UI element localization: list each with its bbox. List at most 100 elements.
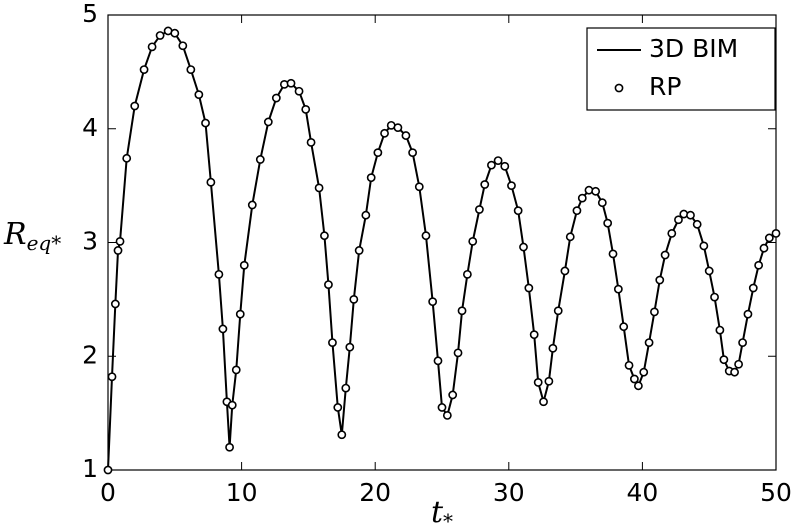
data-point [539, 397, 548, 407]
data-point [178, 41, 188, 51]
data-point [306, 137, 316, 147]
data-point [433, 356, 443, 366]
legend-label: RP [649, 72, 681, 101]
data-point [421, 231, 431, 241]
data-point [655, 275, 665, 285]
x-tick-label: 50 [760, 478, 792, 507]
data-point [314, 183, 324, 193]
data-point [113, 246, 123, 255]
y-tick-label: 4 [82, 113, 98, 142]
data-point [373, 148, 383, 158]
data-point [263, 117, 273, 127]
data-point [286, 78, 296, 88]
data-point [271, 93, 281, 103]
data-point [553, 306, 563, 316]
data-point [704, 266, 714, 276]
x-tick-label: 30 [493, 478, 525, 507]
data-point [633, 381, 643, 391]
data-point [227, 400, 237, 410]
data-point [500, 161, 510, 171]
data-point [130, 101, 140, 111]
data-point [748, 283, 758, 293]
x-tick-label: 40 [626, 478, 658, 507]
data-point [401, 131, 411, 140]
x-label-sub: * [443, 509, 453, 528]
data-point [393, 123, 403, 133]
data-point [231, 365, 241, 375]
x-tick-label: 20 [359, 478, 391, 507]
data-point [715, 325, 725, 335]
data-point [699, 241, 709, 251]
data-point [194, 90, 204, 100]
data-point [328, 338, 337, 347]
data-point [603, 218, 613, 228]
data-point [201, 118, 210, 128]
data-point [764, 233, 774, 243]
data-point [218, 324, 228, 334]
data-point [457, 306, 467, 316]
legend-swatch [614, 83, 624, 93]
data-point [214, 269, 224, 279]
data-point [408, 148, 418, 158]
data-point [619, 322, 629, 332]
x-tick-label: 10 [226, 478, 258, 507]
data-point [597, 198, 607, 208]
data-point [475, 205, 484, 214]
legend-box [586, 27, 776, 111]
data-point [624, 360, 634, 370]
data-point [462, 269, 472, 279]
data-point [122, 153, 132, 163]
data-point [519, 242, 528, 252]
data-point [719, 355, 729, 365]
data-point [686, 210, 695, 220]
data-point [139, 65, 149, 74]
data-point [437, 403, 447, 412]
data-point [754, 260, 764, 270]
data-point [320, 231, 329, 241]
data-point [453, 348, 463, 358]
data-point [147, 42, 157, 52]
y-tick-label: 2 [82, 340, 98, 369]
data-point [380, 128, 389, 138]
data-point [333, 403, 343, 412]
data-point [544, 376, 554, 386]
data-point [345, 342, 355, 352]
y-tick-label: 5 [82, 0, 98, 28]
data-point [572, 206, 582, 216]
data-point [110, 299, 120, 309]
data-point [354, 246, 364, 255]
data-point [730, 367, 739, 377]
data-point [170, 28, 180, 38]
data-point [366, 173, 376, 183]
data-point [225, 442, 234, 452]
data-point [239, 260, 249, 270]
data-point [301, 105, 311, 114]
data-point [255, 155, 265, 164]
data-point [414, 182, 424, 192]
data-point [107, 372, 117, 382]
data-point [487, 160, 496, 170]
data-point [644, 338, 654, 347]
data-point [759, 243, 769, 253]
x-label-base: t [431, 495, 444, 528]
data-point [629, 374, 639, 384]
data-point [247, 200, 257, 210]
data-point [660, 250, 670, 260]
data-point [743, 309, 753, 319]
data-point [507, 181, 516, 191]
data-point [337, 430, 347, 440]
data-point [493, 156, 503, 165]
data-point [341, 383, 351, 393]
data-point [103, 465, 113, 475]
data-point [324, 280, 333, 289]
data-point [428, 297, 438, 307]
data-point [206, 177, 216, 187]
data-point [533, 378, 543, 387]
y-tick-label: 1 [82, 454, 98, 483]
data-point [738, 338, 747, 347]
data-point [235, 309, 245, 319]
data-point [448, 390, 458, 400]
data-point [155, 31, 165, 40]
